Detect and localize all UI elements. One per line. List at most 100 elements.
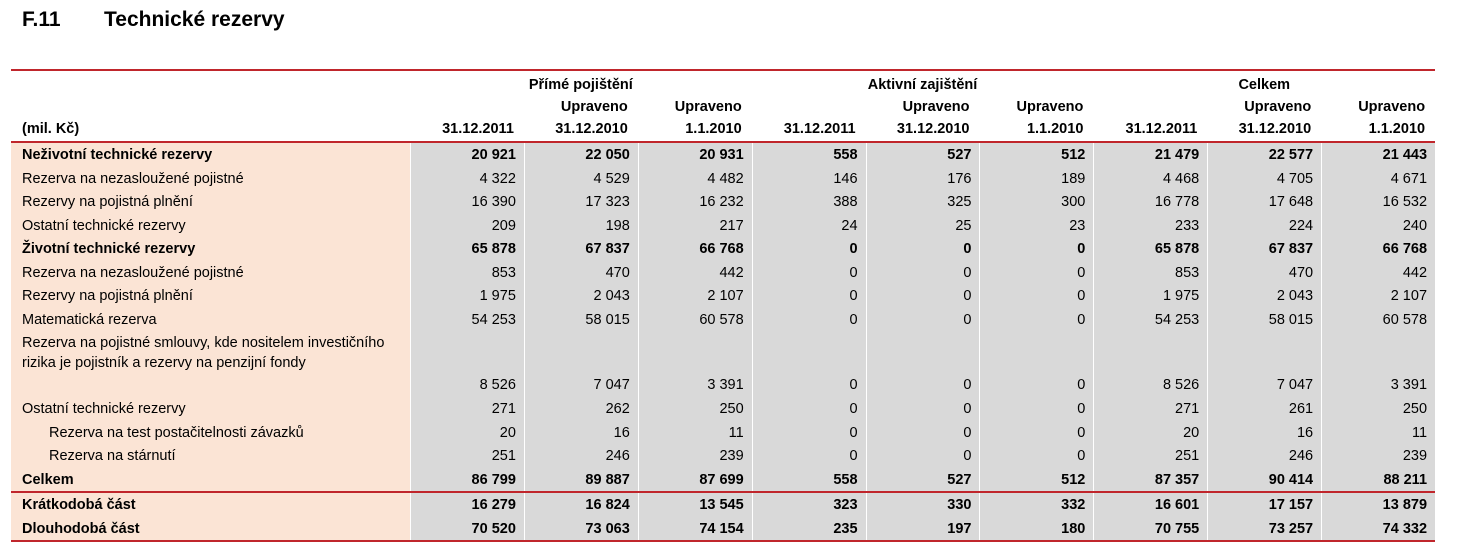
value-cell: 262 (523, 397, 638, 421)
value-cell: 0 (979, 444, 1094, 468)
row-label: Rezervy na pojistná plnění (11, 284, 410, 308)
value-cell: 60 578 (1321, 307, 1436, 331)
row-label: Rezerva na test postačitelnosti závazků (11, 420, 410, 444)
value-cell: 470 (523, 260, 638, 284)
value-cell: 11 (637, 420, 752, 444)
value-cell: 70 755 (1093, 516, 1208, 540)
value-cell: 17 323 (523, 190, 638, 214)
column-header-date: 31.12.2011 (1125, 121, 1198, 137)
header-rule (11, 141, 1435, 143)
value-cell: 0 (751, 331, 866, 397)
value-cell: 0 (865, 284, 980, 308)
value-cell: 3 391 (1321, 331, 1436, 397)
table-row: Rezerva na nezasloužené pojistné 4 322 4 5… (11, 166, 1436, 190)
value-cell: 11 (1321, 420, 1436, 444)
row-label: Matematická rezerva (11, 307, 410, 331)
value-cell: 224 (1207, 213, 1322, 237)
value-cell: 21 443 (1321, 143, 1436, 167)
group-header: Přímé pojištění (528, 77, 633, 93)
value-cell: 0 (751, 307, 866, 331)
row-label: Rezerva na stárnutí (11, 444, 410, 468)
table-row: Rezerva na nezasloužené pojistné 853 470 44… (11, 260, 1436, 284)
value-cell: 0 (979, 331, 1094, 397)
value-cell: 250 (1321, 397, 1436, 421)
value-cell: 16 601 (1093, 493, 1208, 517)
column-header-line1: Upraveno (1244, 99, 1312, 115)
section-number: F.11 (22, 8, 61, 31)
table-top-rule (11, 69, 1435, 71)
table-row: Rezerva na stárnutí 251 246 239 0 0 0 251 246 239 (11, 444, 1436, 468)
value-cell: 13 879 (1321, 493, 1436, 517)
table-row: Rezervy na pojistná plnění 1 975 2 043 2 10… (11, 284, 1436, 308)
column-header-date: 31.12.2010 (555, 121, 628, 137)
value-cell: 239 (1321, 444, 1436, 468)
value-cell: 0 (979, 307, 1094, 331)
value-cell: 527 (865, 467, 980, 491)
value-cell: 271 (410, 397, 524, 421)
value-cell: 0 (751, 444, 866, 468)
table-header: (mil. Kč) Přímé pojištění Aktivní zajiště… (11, 71, 1435, 141)
value-cell: 88 211 (1321, 467, 1436, 491)
value-cell: 73 257 (1207, 516, 1322, 540)
value-cell: 271 (1093, 397, 1208, 421)
value-cell: 70 520 (410, 516, 524, 540)
value-cell: 4 671 (1321, 166, 1436, 190)
value-cell: 58 015 (1207, 307, 1322, 331)
value-cell: 60 578 (637, 307, 752, 331)
value-cell: 332 (979, 493, 1094, 517)
value-cell: 442 (637, 260, 752, 284)
row-label: Rezerva na nezasloužené pojistné (11, 166, 410, 190)
column-header-line1: Upraveno (1016, 99, 1084, 115)
row-label: Krátkodobá část (11, 493, 410, 517)
column-header-date: 1.1.2010 (1026, 121, 1084, 137)
table-row: Krátkodobá část 16 279 16 824 13 545 323 330 3… (11, 491, 1436, 517)
value-cell: 89 887 (523, 467, 638, 491)
value-cell: 22 050 (523, 143, 638, 167)
table-row: Rezerva na pojistné smlouvy, kde nositel… (11, 331, 1436, 397)
value-cell: 25 (865, 213, 980, 237)
value-cell: 65 878 (1093, 237, 1208, 261)
value-cell: 3 391 (637, 331, 752, 397)
table-row: Rezervy na pojistná plnění 16 390 17 323 16… (11, 190, 1436, 214)
value-cell: 0 (979, 397, 1094, 421)
row-label: Ostatní technické rezervy (11, 397, 410, 421)
value-cell: 853 (1093, 260, 1208, 284)
table-row: Rezerva na test postačitelnosti závazků 2… (11, 420, 1436, 444)
value-cell: 198 (523, 213, 638, 237)
column-header-line1: Upraveno (560, 99, 628, 115)
value-cell: 20 (1093, 420, 1208, 444)
value-cell: 209 (410, 213, 524, 237)
value-cell: 0 (751, 284, 866, 308)
value-cell: 197 (865, 516, 980, 540)
group-header: Celkem (1238, 77, 1291, 93)
value-cell: 0 (865, 444, 980, 468)
unit-label: (mil. Kč) (22, 121, 80, 137)
value-cell: 388 (751, 190, 866, 214)
table-bottom-rule (11, 540, 1435, 542)
value-cell: 20 931 (637, 143, 752, 167)
value-cell: 246 (523, 444, 638, 468)
section-heading: F.11 Technické rezervy (22, 8, 285, 32)
value-cell: 16 279 (410, 493, 524, 517)
value-cell: 16 (1207, 420, 1322, 444)
value-cell: 189 (979, 166, 1094, 190)
value-cell: 4 482 (637, 166, 752, 190)
row-label: Rezervy na pojistná plnění (11, 190, 410, 214)
value-cell: 323 (751, 493, 866, 517)
column-header-date: 1.1.2010 (685, 121, 742, 137)
value-cell: 442 (1321, 260, 1436, 284)
value-cell: 0 (979, 260, 1094, 284)
column-header-line1: Upraveno (1358, 99, 1426, 115)
value-cell: 4 468 (1093, 166, 1208, 190)
value-cell: 54 253 (410, 307, 524, 331)
value-cell: 20 921 (410, 143, 524, 167)
value-cell: 0 (865, 260, 980, 284)
value-cell: 330 (865, 493, 980, 517)
value-cell: 0 (751, 237, 866, 261)
value-cell: 24 (751, 213, 866, 237)
value-cell: 16 (523, 420, 638, 444)
value-cell: 176 (865, 166, 980, 190)
row-label: Celkem (11, 467, 410, 491)
row-label: Neživotní technické rezervy (11, 143, 410, 167)
value-cell: 246 (1207, 444, 1322, 468)
